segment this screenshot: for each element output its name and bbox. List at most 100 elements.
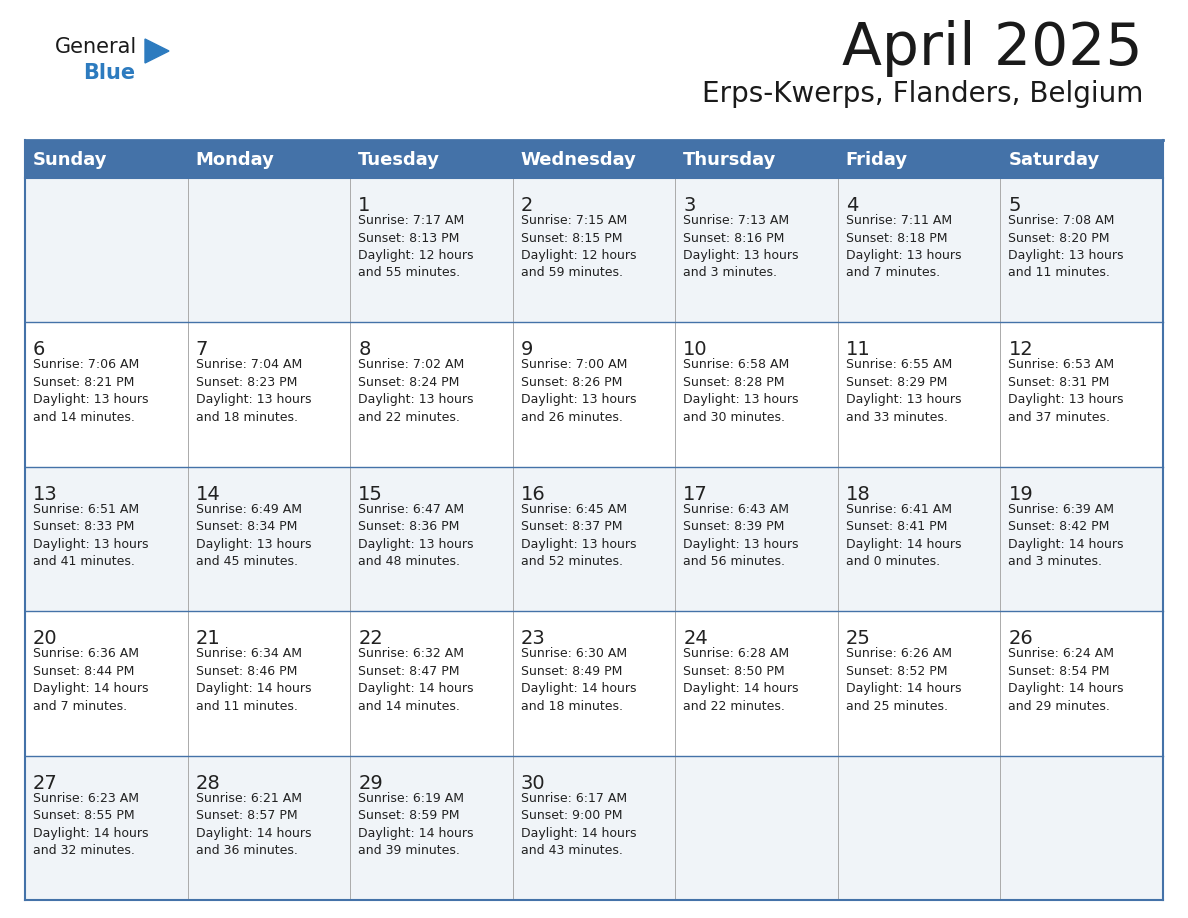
Bar [188,466,350,611]
Bar [513,140,675,178]
Text: Sunrise: 6:55 AM
Sunset: 8:29 PM
Daylight: 13 hours
and 33 minutes.: Sunrise: 6:55 AM Sunset: 8:29 PM Dayligh… [846,358,961,424]
Text: 3: 3 [683,196,696,215]
Bar [1000,140,1163,178]
Bar [675,611,838,756]
Text: Sunrise: 6:28 AM
Sunset: 8:50 PM
Daylight: 14 hours
and 22 minutes.: Sunrise: 6:28 AM Sunset: 8:50 PM Dayligh… [683,647,798,712]
Text: 10: 10 [683,341,708,360]
Text: 12: 12 [1009,341,1034,360]
Bar [838,466,1000,611]
Text: 17: 17 [683,485,708,504]
Text: Sunrise: 6:49 AM
Sunset: 8:34 PM
Daylight: 13 hours
and 45 minutes.: Sunrise: 6:49 AM Sunset: 8:34 PM Dayligh… [196,503,311,568]
Bar [188,322,350,466]
Bar [513,322,675,466]
Text: Sunrise: 7:13 AM
Sunset: 8:16 PM
Daylight: 13 hours
and 3 minutes.: Sunrise: 7:13 AM Sunset: 8:16 PM Dayligh… [683,214,798,279]
Text: Saturday: Saturday [1009,151,1100,169]
Text: Sunrise: 6:45 AM
Sunset: 8:37 PM
Daylight: 13 hours
and 52 minutes.: Sunrise: 6:45 AM Sunset: 8:37 PM Dayligh… [520,503,637,568]
Text: Sunrise: 6:17 AM
Sunset: 9:00 PM
Daylight: 14 hours
and 43 minutes.: Sunrise: 6:17 AM Sunset: 9:00 PM Dayligh… [520,791,637,857]
Bar [838,140,1000,178]
Bar [675,756,838,900]
Text: April 2025: April 2025 [842,20,1143,77]
Text: Sunrise: 7:02 AM
Sunset: 8:24 PM
Daylight: 13 hours
and 22 minutes.: Sunrise: 7:02 AM Sunset: 8:24 PM Dayligh… [358,358,474,424]
Text: Sunrise: 7:06 AM
Sunset: 8:21 PM
Daylight: 13 hours
and 14 minutes.: Sunrise: 7:06 AM Sunset: 8:21 PM Dayligh… [33,358,148,424]
Bar [25,140,188,178]
Text: Sunday: Sunday [33,151,107,169]
Text: Sunrise: 6:23 AM
Sunset: 8:55 PM
Daylight: 14 hours
and 32 minutes.: Sunrise: 6:23 AM Sunset: 8:55 PM Dayligh… [33,791,148,857]
Bar [188,178,350,322]
Bar [25,322,188,466]
Bar [513,466,675,611]
Polygon shape [145,39,169,63]
Text: 2: 2 [520,196,533,215]
Text: Erps-Kwerps, Flanders, Belgium: Erps-Kwerps, Flanders, Belgium [702,80,1143,108]
Text: Sunrise: 6:24 AM
Sunset: 8:54 PM
Daylight: 14 hours
and 29 minutes.: Sunrise: 6:24 AM Sunset: 8:54 PM Dayligh… [1009,647,1124,712]
Text: Sunrise: 6:26 AM
Sunset: 8:52 PM
Daylight: 14 hours
and 25 minutes.: Sunrise: 6:26 AM Sunset: 8:52 PM Dayligh… [846,647,961,712]
Text: 1: 1 [358,196,371,215]
Text: 18: 18 [846,485,871,504]
Bar [25,178,188,322]
Text: Sunrise: 6:19 AM
Sunset: 8:59 PM
Daylight: 14 hours
and 39 minutes.: Sunrise: 6:19 AM Sunset: 8:59 PM Dayligh… [358,791,474,857]
Text: Wednesday: Wednesday [520,151,637,169]
Bar [1000,756,1163,900]
Text: 20: 20 [33,629,58,648]
Text: General: General [55,37,138,57]
Bar [188,611,350,756]
Bar [675,466,838,611]
Text: Thursday: Thursday [683,151,777,169]
Bar [513,611,675,756]
Text: Friday: Friday [846,151,908,169]
Text: 27: 27 [33,774,58,792]
Bar [675,140,838,178]
Text: 28: 28 [196,774,220,792]
Text: Sunrise: 6:32 AM
Sunset: 8:47 PM
Daylight: 14 hours
and 14 minutes.: Sunrise: 6:32 AM Sunset: 8:47 PM Dayligh… [358,647,474,712]
Text: 24: 24 [683,629,708,648]
Text: Blue: Blue [83,63,135,83]
Bar [350,178,513,322]
Text: Sunrise: 7:17 AM
Sunset: 8:13 PM
Daylight: 12 hours
and 55 minutes.: Sunrise: 7:17 AM Sunset: 8:13 PM Dayligh… [358,214,474,279]
Text: Monday: Monday [196,151,274,169]
Text: Sunrise: 6:21 AM
Sunset: 8:57 PM
Daylight: 14 hours
and 36 minutes.: Sunrise: 6:21 AM Sunset: 8:57 PM Dayligh… [196,791,311,857]
Bar [25,466,188,611]
Text: Sunrise: 6:53 AM
Sunset: 8:31 PM
Daylight: 13 hours
and 37 minutes.: Sunrise: 6:53 AM Sunset: 8:31 PM Dayligh… [1009,358,1124,424]
Bar [675,178,838,322]
Text: Sunrise: 6:58 AM
Sunset: 8:28 PM
Daylight: 13 hours
and 30 minutes.: Sunrise: 6:58 AM Sunset: 8:28 PM Dayligh… [683,358,798,424]
Bar [513,756,675,900]
Bar [1000,178,1163,322]
Bar [25,756,188,900]
Text: 5: 5 [1009,196,1020,215]
Bar [1000,466,1163,611]
Text: Sunrise: 7:08 AM
Sunset: 8:20 PM
Daylight: 13 hours
and 11 minutes.: Sunrise: 7:08 AM Sunset: 8:20 PM Dayligh… [1009,214,1124,279]
Text: 19: 19 [1009,485,1034,504]
Text: 7: 7 [196,341,208,360]
Text: Sunrise: 6:30 AM
Sunset: 8:49 PM
Daylight: 14 hours
and 18 minutes.: Sunrise: 6:30 AM Sunset: 8:49 PM Dayligh… [520,647,637,712]
Bar [513,178,675,322]
Bar [350,611,513,756]
Text: Sunrise: 7:00 AM
Sunset: 8:26 PM
Daylight: 13 hours
and 26 minutes.: Sunrise: 7:00 AM Sunset: 8:26 PM Dayligh… [520,358,637,424]
Text: 6: 6 [33,341,45,360]
Bar [838,322,1000,466]
Text: Sunrise: 7:11 AM
Sunset: 8:18 PM
Daylight: 13 hours
and 7 minutes.: Sunrise: 7:11 AM Sunset: 8:18 PM Dayligh… [846,214,961,279]
Text: Sunrise: 6:36 AM
Sunset: 8:44 PM
Daylight: 14 hours
and 7 minutes.: Sunrise: 6:36 AM Sunset: 8:44 PM Dayligh… [33,647,148,712]
Text: Sunrise: 7:04 AM
Sunset: 8:23 PM
Daylight: 13 hours
and 18 minutes.: Sunrise: 7:04 AM Sunset: 8:23 PM Dayligh… [196,358,311,424]
Bar [25,611,188,756]
Text: 14: 14 [196,485,220,504]
Text: Sunrise: 6:43 AM
Sunset: 8:39 PM
Daylight: 13 hours
and 56 minutes.: Sunrise: 6:43 AM Sunset: 8:39 PM Dayligh… [683,503,798,568]
Text: 16: 16 [520,485,545,504]
Text: 23: 23 [520,629,545,648]
Text: Sunrise: 6:51 AM
Sunset: 8:33 PM
Daylight: 13 hours
and 41 minutes.: Sunrise: 6:51 AM Sunset: 8:33 PM Dayligh… [33,503,148,568]
Text: 22: 22 [358,629,383,648]
Text: Sunrise: 6:47 AM
Sunset: 8:36 PM
Daylight: 13 hours
and 48 minutes.: Sunrise: 6:47 AM Sunset: 8:36 PM Dayligh… [358,503,474,568]
Text: 25: 25 [846,629,871,648]
Bar [350,756,513,900]
Text: Sunrise: 7:15 AM
Sunset: 8:15 PM
Daylight: 12 hours
and 59 minutes.: Sunrise: 7:15 AM Sunset: 8:15 PM Dayligh… [520,214,637,279]
Bar [838,756,1000,900]
Text: Sunrise: 6:34 AM
Sunset: 8:46 PM
Daylight: 14 hours
and 11 minutes.: Sunrise: 6:34 AM Sunset: 8:46 PM Dayligh… [196,647,311,712]
Text: 21: 21 [196,629,220,648]
Text: 29: 29 [358,774,383,792]
Text: 9: 9 [520,341,533,360]
Bar [838,611,1000,756]
Text: Tuesday: Tuesday [358,151,440,169]
Text: 4: 4 [846,196,858,215]
Text: 13: 13 [33,485,58,504]
Bar [1000,611,1163,756]
Text: Sunrise: 6:41 AM
Sunset: 8:41 PM
Daylight: 14 hours
and 0 minutes.: Sunrise: 6:41 AM Sunset: 8:41 PM Dayligh… [846,503,961,568]
